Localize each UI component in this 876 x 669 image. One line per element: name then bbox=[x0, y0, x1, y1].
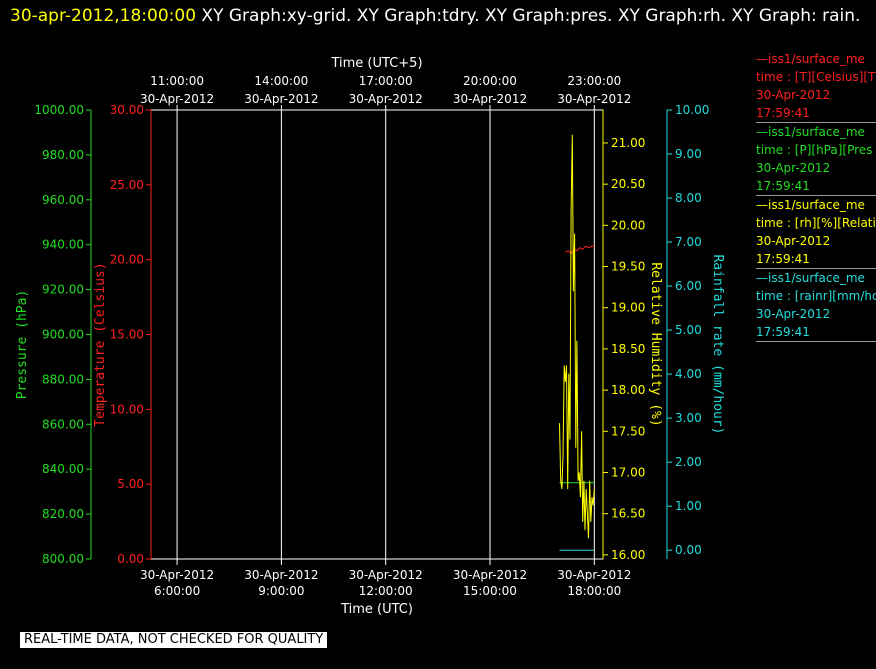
axes: 30-Apr-2012 6:00:00 30-Apr-2012 9:00:00 30-A… bbox=[15, 56, 725, 617]
y-tick-label: 0.00 bbox=[117, 552, 144, 566]
top-tick-time: 17:00:00 bbox=[359, 74, 413, 88]
header: 30-apr-2012,18:00:00 XY Graph:xy-grid. X… bbox=[10, 2, 870, 31]
y-tick-label: 15.00 bbox=[110, 328, 144, 342]
y-tick-label: 800.00 bbox=[42, 552, 84, 566]
y-tick-label: 880.00 bbox=[42, 372, 84, 386]
y-tick-label: 920.00 bbox=[42, 283, 84, 297]
header-graph-list: XY Graph:xy-grid. XY Graph:tdry. XY Grap… bbox=[196, 6, 861, 26]
top-tick-date: 30-Apr-2012 bbox=[140, 92, 214, 106]
legend-name: —iss1/surface_me bbox=[756, 52, 865, 66]
y-tick-label: 21.00 bbox=[611, 136, 645, 150]
legend-name: —iss1/surface_me bbox=[756, 125, 865, 139]
y-tick-label: 2.00 bbox=[675, 455, 702, 469]
bottom-tick-time: 18:00:00 bbox=[567, 584, 621, 598]
series-line bbox=[559, 134, 595, 539]
top-tick-date: 30-Apr-2012 bbox=[349, 92, 423, 106]
y-tick-label: 860.00 bbox=[42, 417, 84, 431]
y-tick-label: 1000.00 bbox=[34, 103, 84, 117]
y-axis-label: Temperature (Celsius) bbox=[93, 262, 108, 426]
legend-date: 30-Apr-2012 bbox=[756, 161, 831, 175]
y-tick-label: 900.00 bbox=[42, 328, 84, 342]
y-tick-label: 0.00 bbox=[675, 543, 702, 557]
y-tick-label: 16.50 bbox=[611, 507, 645, 521]
legend-name: —iss1/surface_me bbox=[756, 198, 865, 212]
legend: —iss1/surface_me time : [T][Celsius][T 30-… bbox=[756, 50, 876, 342]
y-axis-label: Rainfall rate (mm/hour) bbox=[710, 254, 725, 434]
bottom-tick-date: 30-Apr-2012 bbox=[244, 568, 318, 582]
bottom-tick-date: 30-Apr-2012 bbox=[349, 568, 423, 582]
bottom-tick-date: 30-Apr-2012 bbox=[453, 568, 527, 582]
bottom-tick-date: 30-Apr-2012 bbox=[557, 568, 631, 582]
top-tick-time: 20:00:00 bbox=[463, 74, 517, 88]
y-tick-label: 16.00 bbox=[611, 548, 645, 562]
bottom-tick-time: 6:00:00 bbox=[154, 584, 200, 598]
y-tick-label: 840.00 bbox=[42, 462, 84, 476]
bottom-tick-date: 30-Apr-2012 bbox=[140, 568, 214, 582]
y-tick-label: 17.00 bbox=[611, 465, 645, 479]
y-tick-label: 5.00 bbox=[117, 477, 144, 491]
y-tick-label: 6.00 bbox=[675, 279, 702, 293]
y-tick-label: 18.00 bbox=[611, 383, 645, 397]
y-tick-label: 960.00 bbox=[42, 193, 84, 207]
y-tick-label: 18.50 bbox=[611, 342, 645, 356]
series-line bbox=[565, 245, 595, 255]
chart: 30-Apr-2012 6:00:00 30-Apr-2012 9:00:00 30-A… bbox=[15, 56, 725, 617]
y-tick-label: 25.00 bbox=[110, 178, 144, 192]
y-tick-label: 980.00 bbox=[42, 148, 84, 162]
legend-units: time : [rh][%][Relati bbox=[756, 216, 876, 230]
y-tick-label: 17.50 bbox=[611, 424, 645, 438]
top-tick-time: 14:00:00 bbox=[254, 74, 308, 88]
top-tick-date: 30-Apr-2012 bbox=[244, 92, 318, 106]
grid bbox=[150, 109, 604, 560]
legend-time: 17:59:41 bbox=[756, 179, 810, 193]
top-tick-date: 30-Apr-2012 bbox=[557, 92, 631, 106]
y-tick-label: 10.00 bbox=[110, 402, 144, 416]
legend-units: time : [rainr][mm/ho bbox=[756, 289, 876, 303]
legend-units: time : [P][hPa][Pres bbox=[756, 143, 873, 157]
header-timestamp: 30-apr-2012,18:00:00 bbox=[10, 6, 197, 26]
legend-units: time : [T][Celsius][T bbox=[756, 70, 876, 84]
y-tick-label: 20.00 bbox=[611, 218, 645, 232]
y-axis-label: Relative Humidity (%) bbox=[648, 262, 663, 426]
y-tick-label: 20.50 bbox=[611, 177, 645, 191]
y-tick-label: 3.00 bbox=[675, 411, 702, 425]
y-tick-label: 9.00 bbox=[675, 147, 702, 161]
y-tick-label: 7.00 bbox=[675, 235, 702, 249]
legend-date: 30-Apr-2012 bbox=[756, 88, 831, 102]
y-tick-label: 4.00 bbox=[675, 367, 702, 381]
y-tick-label: 820.00 bbox=[42, 507, 84, 521]
y-tick-label: 940.00 bbox=[42, 238, 84, 252]
legend-time: 17:59:41 bbox=[756, 252, 810, 266]
y-tick-label: 8.00 bbox=[675, 191, 702, 205]
bottom-tick-time: 15:00:00 bbox=[463, 584, 517, 598]
y-tick-label: 5.00 bbox=[675, 323, 702, 337]
legend-date: 30-Apr-2012 bbox=[756, 307, 831, 321]
disclaimer: REAL-TIME DATA, NOT CHECKED FOR QUALITY bbox=[20, 632, 328, 648]
y-tick-label: 10.00 bbox=[675, 103, 709, 117]
y-tick-label: 1.00 bbox=[675, 499, 702, 513]
top-tick-time: 23:00:00 bbox=[567, 74, 621, 88]
y-tick-label: 20.00 bbox=[110, 253, 144, 267]
legend-name: —iss1/surface_me bbox=[756, 271, 865, 285]
top-tick-time: 11:00:00 bbox=[150, 74, 204, 88]
y-axis-label: Pressure (hPa) bbox=[15, 290, 30, 400]
bottom-tick-time: 12:00:00 bbox=[359, 584, 413, 598]
series bbox=[559, 134, 595, 551]
y-tick-label: 19.00 bbox=[611, 301, 645, 315]
plot-frame bbox=[150, 109, 604, 560]
y-tick-label: 19.50 bbox=[611, 260, 645, 274]
top-tick-date: 30-Apr-2012 bbox=[453, 92, 527, 106]
y-tick-label: 30.00 bbox=[110, 103, 144, 117]
legend-date: 30-Apr-2012 bbox=[756, 234, 831, 248]
legend-time: 17:59:41 bbox=[756, 325, 810, 339]
bottom-axis-label: Time (UTC) bbox=[340, 602, 413, 617]
bottom-tick-time: 9:00:00 bbox=[258, 584, 304, 598]
legend-time: 17:59:41 bbox=[756, 106, 810, 120]
top-axis-label: Time (UTC+5) bbox=[330, 56, 422, 71]
